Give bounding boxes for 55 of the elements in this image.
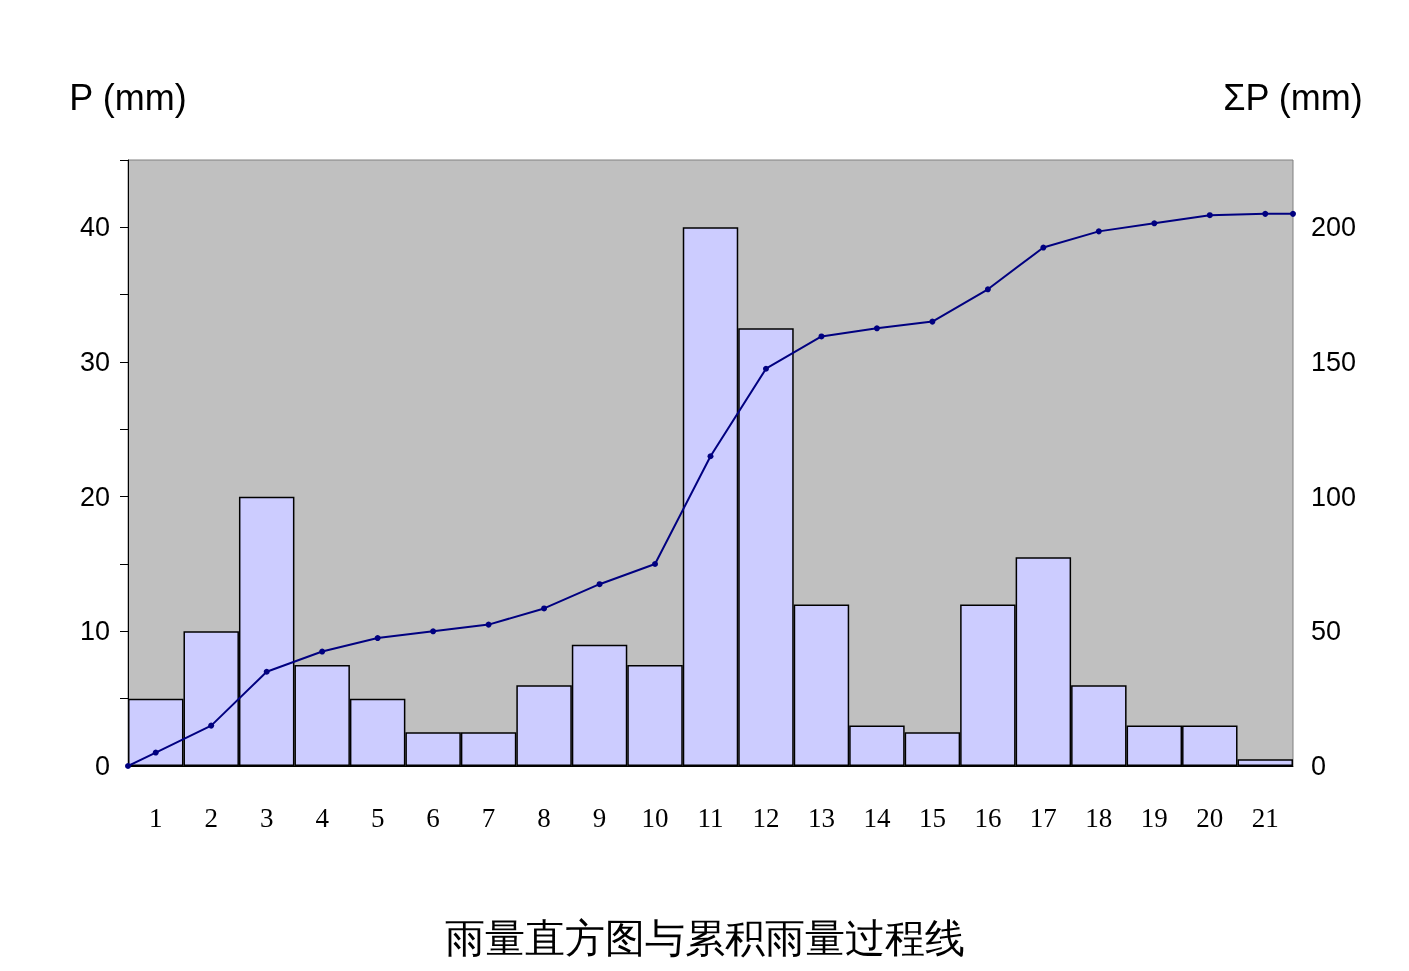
- point: [125, 763, 131, 769]
- x-tick-label: 12: [752, 802, 780, 833]
- point: [485, 621, 492, 628]
- point: [707, 453, 714, 460]
- point: [984, 286, 991, 293]
- y-tick-label: 20: [79, 481, 110, 512]
- x-tick-label: 15: [918, 802, 946, 833]
- point: [1151, 220, 1158, 227]
- y-tick-label: 10: [79, 616, 110, 647]
- x-tick-label: 11: [697, 802, 724, 833]
- point: [652, 561, 659, 567]
- y-tick-label: 0: [94, 751, 110, 781]
- x-tick-label: 21: [1251, 802, 1279, 833]
- point: [319, 648, 326, 655]
- point: [873, 325, 880, 332]
- x-tick-label: 7: [481, 802, 496, 833]
- point: [430, 628, 437, 635]
- y2-tick-label: 50: [1311, 616, 1342, 647]
- y2-tick-label: 100: [1311, 481, 1357, 512]
- text: 雨量直方图与累积雨量过程线: [444, 915, 965, 961]
- point: [1206, 212, 1213, 219]
- x-tick-label: 5: [370, 802, 385, 833]
- x-tick-label: 19: [1140, 802, 1168, 833]
- point: [374, 635, 381, 642]
- x-tick-label: 1: [148, 802, 163, 833]
- x-tick-label: 9: [592, 802, 607, 833]
- x-tick-label: 16: [974, 802, 1002, 833]
- point: [596, 581, 603, 588]
- x-tick-label: 3: [259, 802, 274, 833]
- point: [818, 333, 825, 340]
- y-tick-label: 30: [79, 347, 110, 377]
- y-axis-title: P (mm): [69, 76, 187, 118]
- point: [762, 365, 769, 372]
- point: [1262, 210, 1269, 217]
- x-tick-label: 2: [204, 802, 218, 833]
- x-tick-label: 17: [1029, 802, 1057, 833]
- x-tick-label: 4: [315, 802, 330, 833]
- point: [929, 318, 936, 325]
- x-tick-label: 10: [641, 802, 669, 833]
- y2-tick-label: 200: [1311, 212, 1357, 243]
- x-tick-label: 6: [426, 802, 440, 833]
- x-tick-label: 13: [807, 802, 835, 833]
- y-tick-label: 40: [79, 212, 110, 243]
- point: [208, 722, 215, 729]
- y2-tick-label: 150: [1311, 347, 1357, 377]
- y2-tick-label: 0: [1311, 751, 1327, 781]
- x-tick-label: 8: [537, 802, 551, 833]
- point: [263, 668, 270, 675]
- point: [1095, 228, 1102, 235]
- point: [541, 605, 548, 612]
- x-tick-label: 14: [863, 802, 891, 833]
- y2-axis-title: ΣP (mm): [1223, 76, 1363, 118]
- x-tick-label: 20: [1196, 802, 1224, 833]
- x-tick-label: 18: [1085, 802, 1113, 833]
- point: [1290, 210, 1296, 217]
